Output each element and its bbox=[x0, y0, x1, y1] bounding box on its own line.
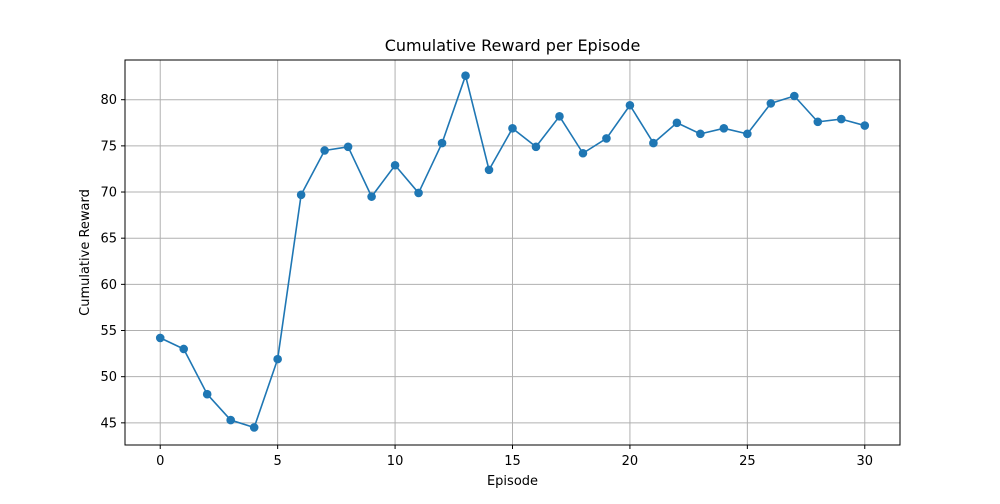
data-point bbox=[437, 138, 447, 148]
data-point bbox=[414, 188, 423, 198]
data-point bbox=[390, 160, 400, 170]
data-point bbox=[249, 423, 259, 432]
axis-ticks: 0 5 10 15 20 25 30 45 50 55 60 65 70 75 80 bbox=[100, 93, 873, 469]
data-point bbox=[484, 165, 494, 175]
data-point bbox=[320, 146, 329, 155]
x-tick-label: 5 bbox=[274, 454, 282, 469]
data-point bbox=[790, 91, 799, 101]
data-point bbox=[625, 100, 635, 110]
data-point bbox=[179, 344, 189, 354]
data-point bbox=[743, 129, 752, 139]
data-point bbox=[860, 121, 870, 130]
data-point bbox=[672, 118, 682, 128]
y-tick-label: 70 bbox=[100, 186, 117, 201]
x-tick-label: 30 bbox=[856, 454, 873, 469]
data-point bbox=[155, 333, 165, 343]
data-point bbox=[461, 71, 470, 80]
data-point bbox=[555, 112, 564, 121]
x-tick-label: 15 bbox=[504, 454, 521, 469]
y-tick-label: 45 bbox=[100, 416, 117, 431]
y-tick-label: 60 bbox=[100, 278, 117, 293]
y-tick-label: 65 bbox=[100, 232, 117, 247]
x-tick-label: 10 bbox=[387, 454, 404, 469]
data-point bbox=[296, 190, 306, 200]
y-tick-label: 80 bbox=[100, 93, 117, 108]
data-point bbox=[696, 129, 705, 139]
data-point bbox=[273, 354, 282, 364]
chart-title: Cumulative Reward per Episode bbox=[385, 36, 641, 55]
y-axis-label: Cumulative Reward bbox=[78, 189, 93, 316]
data-point bbox=[602, 134, 611, 143]
y-tick-label: 55 bbox=[100, 324, 117, 339]
data-point bbox=[649, 138, 658, 148]
data-point bbox=[343, 142, 353, 152]
x-tick-label: 0 bbox=[156, 454, 164, 469]
x-axis-label: Episode bbox=[487, 474, 538, 489]
y-tick-label: 75 bbox=[100, 139, 117, 154]
data-point bbox=[578, 148, 588, 158]
x-tick-label: 25 bbox=[739, 454, 756, 469]
series-layer bbox=[155, 71, 870, 432]
data-point bbox=[813, 117, 823, 127]
x-tick-label: 20 bbox=[622, 454, 639, 469]
data-point bbox=[719, 124, 729, 133]
data-point bbox=[226, 415, 235, 425]
data-point bbox=[508, 124, 517, 133]
data-point bbox=[766, 99, 776, 108]
data-point bbox=[367, 192, 376, 201]
data-point bbox=[202, 389, 212, 399]
grid-lines bbox=[125, 60, 900, 445]
y-tick-label: 50 bbox=[100, 370, 117, 385]
data-point bbox=[836, 114, 846, 124]
data-point bbox=[531, 142, 541, 152]
